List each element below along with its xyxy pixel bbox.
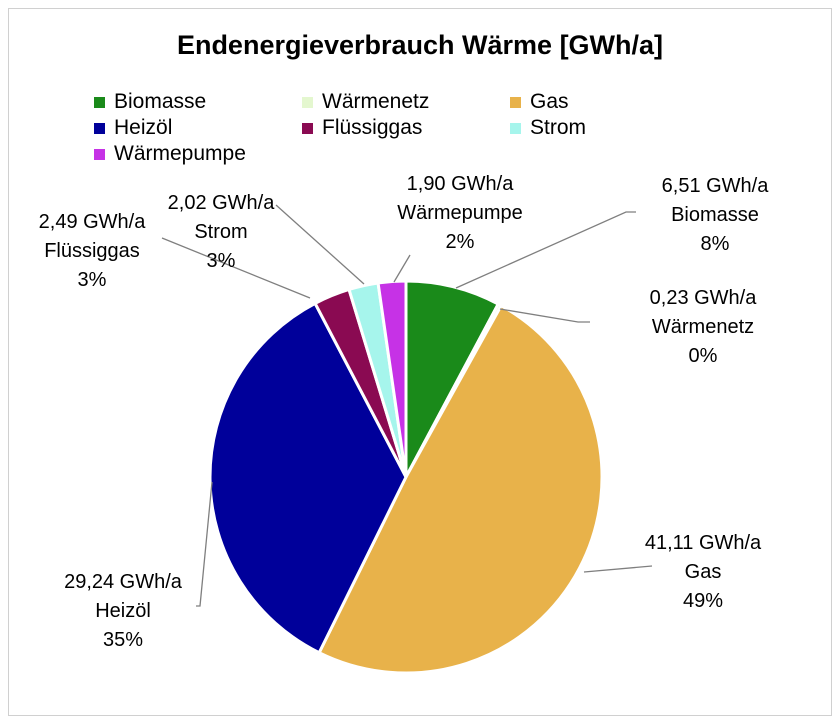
value-label: 29,24 GWh/a [64,571,182,593]
legend-swatch [302,122,313,134]
data-label-gas: 41,11 GWh/a Gas 49% [645,529,761,616]
percent-label: 49% [682,590,724,612]
data-label-fluessiggas: 2,49 GWh/a Flüssiggas 3% [39,208,146,295]
legend-swatch [94,148,105,160]
legend-label: Flüssiggas [322,116,423,139]
value-label: 41,11 GWh/a [644,532,762,554]
value-label: 2,49 GWh/a [38,211,146,233]
value-label: 1,90 GWh/a [406,173,514,195]
legend-label: Gas [530,90,569,113]
percent-label: 3% [77,269,107,291]
legend-label: Strom [530,116,587,139]
category-label: Biomasse [671,204,759,226]
legend-item-waermepumpe: Wärmepumpe [94,142,246,166]
legend-item-biomasse: Biomasse [94,90,206,114]
percent-label: 8% [700,233,730,255]
data-label-waermenetz: 0,23 GWh/a Wärmenetz 0% [650,284,757,371]
data-label-biomasse: 6,51 GWh/a Biomasse 8% [662,172,769,259]
data-label-heizoel: 29,24 GWh/a Heizöl 35% [64,568,182,655]
percent-label: 3% [206,250,236,272]
chart-frame [8,8,832,716]
legend-swatch [302,96,313,108]
data-label-strom: 2,02 GWh/a Strom 3% [168,189,275,276]
percent-label: 2% [445,231,475,253]
value-label: 2,02 GWh/a [167,192,275,214]
pie-slice-gas [317,303,604,675]
category-label: Gas [684,561,722,583]
legend-swatch [94,122,105,134]
legend-swatch [510,122,521,134]
legend-item-waermenetz: Wärmenetz [302,90,429,114]
pie-slice-heizöl [208,301,408,655]
leader-line-fluessiggas [161,237,311,299]
category-label: Flüssiggas [44,240,140,262]
chart-title: Endenergieverbrauch Wärme [GWh/a] [176,30,664,60]
percent-label: 0% [688,345,718,367]
leader-line-biomasse [455,211,636,289]
category-label: Wärmenetz [651,316,755,338]
legend-item-fluessiggas: Flüssiggas [302,116,422,140]
legend-label: Biomasse [114,90,207,113]
leader-line-waermenetz [499,308,590,323]
leader-line-heizoel [196,481,213,607]
legend-item-gas: Gas [510,90,569,114]
percent-label: 35% [102,629,144,651]
legend-swatch [94,96,105,108]
legend-item-heizoel: Heizöl [94,116,172,140]
pie-slice-biomasse [404,279,501,478]
pie-slice-wärmepumpe [376,279,408,478]
value-label: 6,51 GWh/a [661,175,769,197]
value-label: 0,23 GWh/a [649,287,757,309]
leader-line-strom [275,204,365,285]
category-label: Wärmepumpe [397,202,523,224]
legend-swatch [510,96,521,108]
leader-line-gas [583,565,653,573]
data-label-waermepumpe: 1,90 GWh/a Wärmepumpe 2% [397,170,523,257]
category-label: Heizöl [95,600,151,622]
legend-item-strom: Strom [510,116,586,140]
leader-line-waermepumpe [393,254,411,283]
legend-label: Wärmenetz [322,90,430,113]
legend-label: Wärmepumpe [114,142,246,165]
legend-label: Heizöl [114,116,173,139]
category-label: Strom [194,221,248,243]
